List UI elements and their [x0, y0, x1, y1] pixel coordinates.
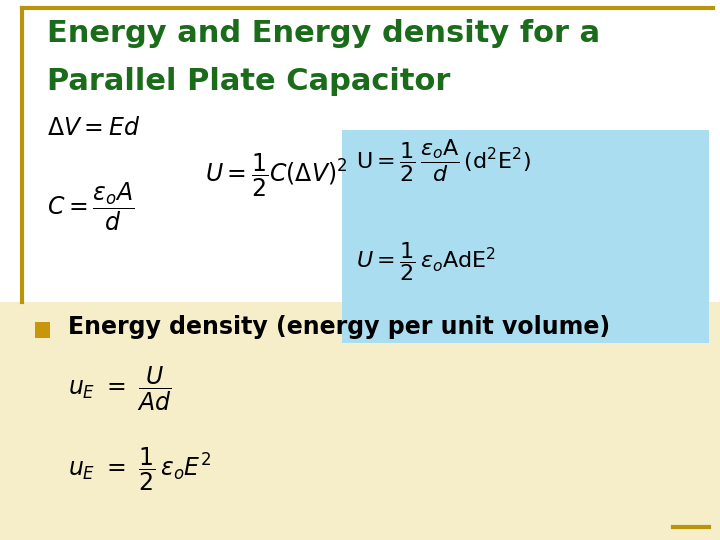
- Text: $\Delta V = Ed$: $\Delta V = Ed$: [47, 116, 140, 140]
- Text: Energy density (energy per unit volume): Energy density (energy per unit volume): [68, 315, 611, 339]
- Bar: [35, 322, 50, 338]
- Text: Energy and Energy density for a: Energy and Energy density for a: [47, 19, 600, 48]
- Text: $u_E \ = \ \dfrac{U}{Ad}$: $u_E \ = \ \dfrac{U}{Ad}$: [68, 364, 172, 413]
- Text: $U = \dfrac{1}{2}C(\Delta V)^2$: $U = \dfrac{1}{2}C(\Delta V)^2$: [205, 151, 348, 199]
- Text: $\mathrm{U} = \dfrac{1}{2}\,\dfrac{\varepsilon_o \mathrm{A}}{\mathit{d}}\,(\math: $\mathrm{U} = \dfrac{1}{2}\,\dfrac{\vare…: [356, 138, 531, 184]
- Bar: [0, 302, 720, 540]
- Text: $u_E \ = \ \dfrac{1}{2}\,\varepsilon_o E^2$: $u_E \ = \ \dfrac{1}{2}\,\varepsilon_o E…: [68, 446, 212, 493]
- Bar: [342, 130, 709, 343]
- Text: Parallel Plate Capacitor: Parallel Plate Capacitor: [47, 68, 450, 97]
- Text: $U = \dfrac{1}{2}\,\varepsilon_o \mathrm{AdE}^2$: $U = \dfrac{1}{2}\,\varepsilon_o \mathrm…: [356, 240, 497, 284]
- Text: $C = \dfrac{\varepsilon_o A}{d}$: $C = \dfrac{\varepsilon_o A}{d}$: [47, 181, 134, 233]
